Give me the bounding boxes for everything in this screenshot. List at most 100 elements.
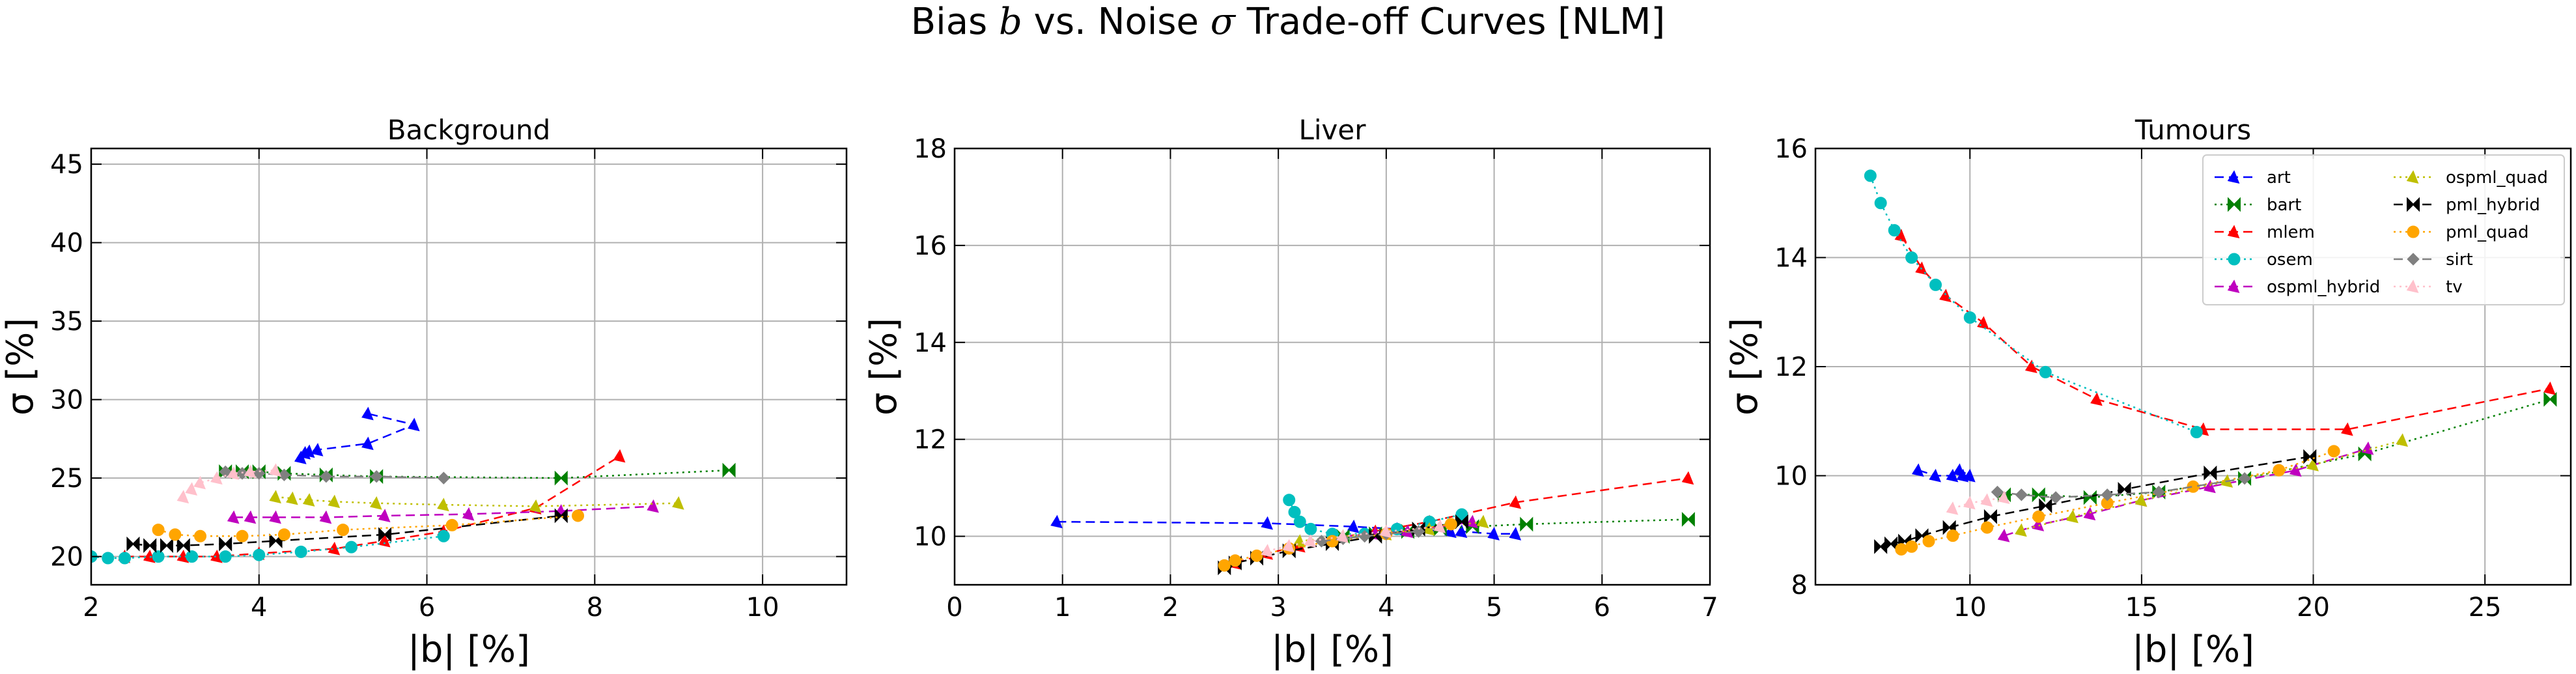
x-axis-label: |b| [%]	[2132, 628, 2254, 671]
data-point-art	[1953, 463, 1965, 477]
legend-marker	[2407, 225, 2420, 238]
data-point-ospml_quad	[328, 494, 341, 509]
y-tick-label: 12	[1774, 352, 1808, 382]
data-point-ospml_hybrid	[1997, 528, 2010, 542]
data-point-sirt	[2238, 471, 2251, 485]
data-point-osem	[1963, 311, 1976, 324]
data-point-bart	[1520, 516, 1533, 532]
data-point-art	[1963, 468, 1976, 483]
y-tick-label: 12	[914, 425, 947, 455]
legend-item-osem: osem	[2215, 250, 2313, 270]
data-point-art	[302, 444, 315, 458]
data-point-sirt	[2049, 491, 2062, 504]
series-line-tv	[1952, 496, 2005, 509]
x-tick-label: 1	[1054, 593, 1071, 623]
data-point-pml_quad	[1444, 518, 1457, 531]
data-point-art	[1509, 527, 1522, 541]
y-tick-label: 10	[1774, 462, 1808, 492]
data-point-pml_hybrid	[176, 538, 190, 554]
data-point-mlem	[2090, 392, 2103, 406]
data-point-osem	[1874, 197, 1887, 210]
plot-area	[91, 406, 736, 565]
data-point-tv	[1282, 539, 1295, 553]
y-tick-label: 14	[1774, 244, 1808, 274]
data-point-tv	[185, 482, 198, 496]
y-tick-label: 30	[50, 386, 83, 415]
data-point-osem	[2039, 365, 2052, 378]
x-tick-label: 10	[746, 593, 779, 623]
data-point-pml_quad	[277, 528, 290, 541]
data-point-mlem	[613, 449, 626, 463]
data-point-tv	[176, 490, 189, 504]
x-tick-label: 7	[1701, 593, 1718, 623]
data-point-mlem	[1681, 471, 1694, 485]
data-point-pml_quad	[236, 529, 249, 542]
x-tick-label: 25	[2469, 593, 2502, 623]
data-point-sirt	[1412, 525, 1425, 538]
data-point-ospml_hybrid	[2204, 479, 2216, 494]
data-point-pml_quad	[1905, 540, 1918, 553]
series-line-bart	[225, 469, 729, 479]
data-point-art	[361, 436, 374, 451]
data-point-pml_quad	[1250, 549, 1263, 562]
series-pml_hybrid	[126, 508, 568, 554]
data-point-ospml_hybrid	[647, 499, 659, 513]
y-tick-label: 20	[50, 542, 83, 572]
y-tick-label: 16	[914, 231, 947, 261]
data-point-osem	[253, 548, 266, 561]
series-tv	[1261, 520, 1446, 557]
data-point-pml_quad	[194, 529, 207, 542]
panel-background: 2 4 6 8 10 20 25 30 35 40 45 Background |b| [%] σ [%]	[0, 114, 848, 671]
data-point-pml_hybrid	[2118, 482, 2131, 497]
x-tick-label: 20	[2297, 593, 2330, 623]
data-point-sirt	[2152, 485, 2165, 499]
data-point-mlem	[2341, 422, 2353, 436]
legend-item-ospml_quad: ospml_quad	[2394, 168, 2548, 188]
legend-label: art	[2267, 168, 2291, 188]
data-point-pml_hybrid	[1884, 536, 1897, 552]
data-point-sirt	[370, 470, 383, 483]
legend-marker	[2227, 225, 2240, 239]
data-point-osem	[1929, 278, 1942, 291]
data-point-pml_hybrid	[126, 536, 140, 552]
series-ospml_quad	[2015, 433, 2409, 537]
data-point-bart	[722, 462, 736, 478]
data-point-pml_quad	[337, 524, 350, 537]
data-point-osem	[2190, 426, 2203, 438]
data-point-pml_quad	[1218, 559, 1231, 572]
ticks: 10 15 20 25 8 10 12 14 16	[1774, 134, 2571, 623]
x-axis-label: |b| [%]	[408, 628, 530, 671]
series-line-pml_quad	[158, 514, 578, 537]
legend-label: tv	[2446, 277, 2463, 297]
data-point-tv	[193, 475, 206, 490]
data-point-art	[1911, 463, 1924, 477]
data-point-osem	[119, 552, 132, 565]
legend-item-sirt: sirt	[2394, 250, 2473, 270]
y-tick-label: 18	[914, 134, 947, 164]
data-point-ospml_hybrid	[244, 510, 257, 524]
data-point-ospml_hybrid	[319, 510, 332, 524]
data-point-pml_quad	[572, 509, 585, 522]
x-tick-label: 2	[83, 593, 99, 623]
data-point-ospml_quad	[2396, 433, 2409, 447]
data-point-art	[1455, 524, 1468, 539]
data-point-pml_hybrid	[143, 538, 157, 554]
data-point-mlem	[378, 533, 391, 548]
data-point-osem	[1304, 522, 1317, 535]
data-point-ospml_hybrid	[2032, 518, 2045, 531]
data-point-ospml_hybrid	[2083, 507, 2096, 521]
panel-title: Liver	[1298, 114, 1366, 146]
y-axis-label: σ [%]	[0, 318, 42, 415]
data-point-mlem	[1509, 495, 1522, 509]
data-point-pml_hybrid	[2204, 465, 2217, 481]
data-point-tv	[1980, 493, 1993, 507]
legend-label: ospml_hybrid	[2267, 277, 2380, 297]
data-point-ospml_hybrid	[269, 510, 281, 524]
y-tick-label: 25	[50, 464, 83, 494]
data-point-pml_hybrid	[219, 536, 232, 552]
data-point-osem	[437, 529, 450, 542]
y-tick-label: 40	[50, 229, 83, 259]
